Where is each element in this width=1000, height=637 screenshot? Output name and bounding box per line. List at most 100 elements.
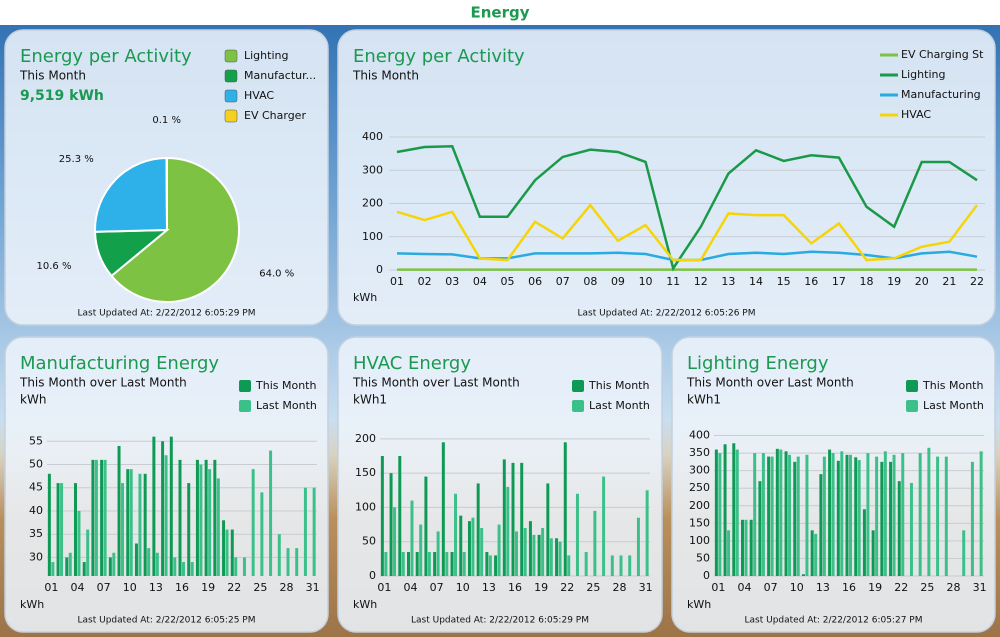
bar <box>788 454 792 576</box>
bar <box>532 534 536 576</box>
bar <box>450 552 454 576</box>
bar <box>155 552 159 576</box>
y-tick-label: 200 <box>362 197 383 210</box>
x-tick-label: 19 <box>887 275 901 288</box>
bar <box>410 500 414 576</box>
bar <box>222 520 226 576</box>
bar <box>610 555 614 576</box>
bar <box>419 524 423 576</box>
bar <box>753 453 757 576</box>
bar <box>735 449 739 576</box>
bar <box>849 454 852 576</box>
y-tick-label: 50 <box>696 551 710 564</box>
y-tick-label: 0 <box>369 569 376 582</box>
footer: Last Updated At: 2/22/2012 6:05:27 PM <box>745 616 923 626</box>
unit-label: kWh1 <box>687 393 721 407</box>
bar <box>213 459 217 576</box>
x-tick-label: 16 <box>842 581 856 594</box>
x-tick-label: 01 <box>711 581 725 594</box>
legend-swatch <box>906 380 918 392</box>
bar <box>230 529 234 576</box>
legend-swatch <box>224 89 238 103</box>
bar <box>380 456 384 576</box>
y-tick-label: 200 <box>355 432 376 445</box>
bar <box>962 530 966 576</box>
bar <box>883 451 887 576</box>
bar <box>732 443 736 576</box>
legend-label: Manufactur... <box>244 69 316 82</box>
bar <box>467 521 471 576</box>
legend-label: This Month <box>922 379 983 392</box>
bar <box>384 552 388 576</box>
bar <box>979 451 983 576</box>
bar <box>541 528 545 576</box>
bar <box>784 451 788 576</box>
x-tick-label: 20 <box>915 275 929 288</box>
bar <box>761 453 765 576</box>
bar <box>871 530 875 576</box>
footer: Last Updated At: 2/22/2012 6:05:25 PM <box>78 616 256 626</box>
y-axis-label: kWh <box>353 598 377 611</box>
bar <box>970 461 974 576</box>
bar <box>897 481 901 576</box>
x-tick-label: 28 <box>613 581 627 594</box>
bar <box>476 483 480 576</box>
bar <box>511 462 515 576</box>
slice-label: 0.1 % <box>152 115 181 126</box>
slice-label: 25.3 % <box>59 154 94 165</box>
bar <box>178 459 182 576</box>
y-tick-label: 100 <box>355 500 376 513</box>
x-tick-label: 10 <box>639 275 653 288</box>
series-line <box>396 203 978 262</box>
bar <box>840 451 844 576</box>
slice-label: 10.6 % <box>37 261 72 272</box>
chart-subtitle: This Month over Last Month <box>352 376 520 390</box>
bar <box>718 453 722 576</box>
x-tick-label: 04 <box>737 581 751 594</box>
bar <box>121 483 125 576</box>
bar <box>480 528 484 576</box>
bar <box>875 456 879 576</box>
legend-swatch <box>572 400 584 412</box>
bar <box>108 557 112 576</box>
bar <box>204 459 208 576</box>
y-tick-label: 35 <box>29 527 43 540</box>
bar <box>427 552 431 576</box>
y-axis-label: kWh <box>20 598 44 611</box>
x-tick-label: 31 <box>973 581 987 594</box>
bar <box>575 493 579 576</box>
bar <box>251 469 255 576</box>
bar <box>909 482 913 576</box>
bar <box>528 521 532 576</box>
x-tick-label: 07 <box>97 581 111 594</box>
slice-label: 64.0 % <box>259 268 294 279</box>
bar <box>459 515 463 576</box>
x-tick-label: 28 <box>947 581 961 594</box>
legend-swatch <box>224 69 238 83</box>
x-tick-label: 07 <box>556 275 570 288</box>
bar <box>520 462 524 576</box>
y-tick-label: 400 <box>689 429 710 442</box>
x-tick-label: 22 <box>227 581 241 594</box>
bar <box>195 459 199 576</box>
x-tick-label: 09 <box>611 275 625 288</box>
x-tick-label: 05 <box>500 275 514 288</box>
x-tick-label: 04 <box>473 275 487 288</box>
total-label: 9,519 kWh <box>20 88 104 104</box>
bar <box>91 459 95 576</box>
bar <box>389 473 393 576</box>
x-tick-label: 04 <box>403 581 417 594</box>
bar <box>173 557 177 576</box>
x-tick-label: 01 <box>377 581 391 594</box>
unit-label: kWh <box>20 393 46 407</box>
bar <box>854 457 858 576</box>
bar <box>295 548 299 576</box>
bar <box>398 456 402 576</box>
bar <box>822 456 826 576</box>
y-tick-label: 0 <box>703 569 710 582</box>
bar <box>546 483 550 576</box>
x-tick-label: 16 <box>804 275 818 288</box>
bar <box>407 552 410 576</box>
bar <box>424 476 428 576</box>
